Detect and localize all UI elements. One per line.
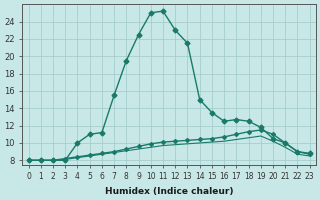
X-axis label: Humidex (Indice chaleur): Humidex (Indice chaleur)	[105, 187, 233, 196]
